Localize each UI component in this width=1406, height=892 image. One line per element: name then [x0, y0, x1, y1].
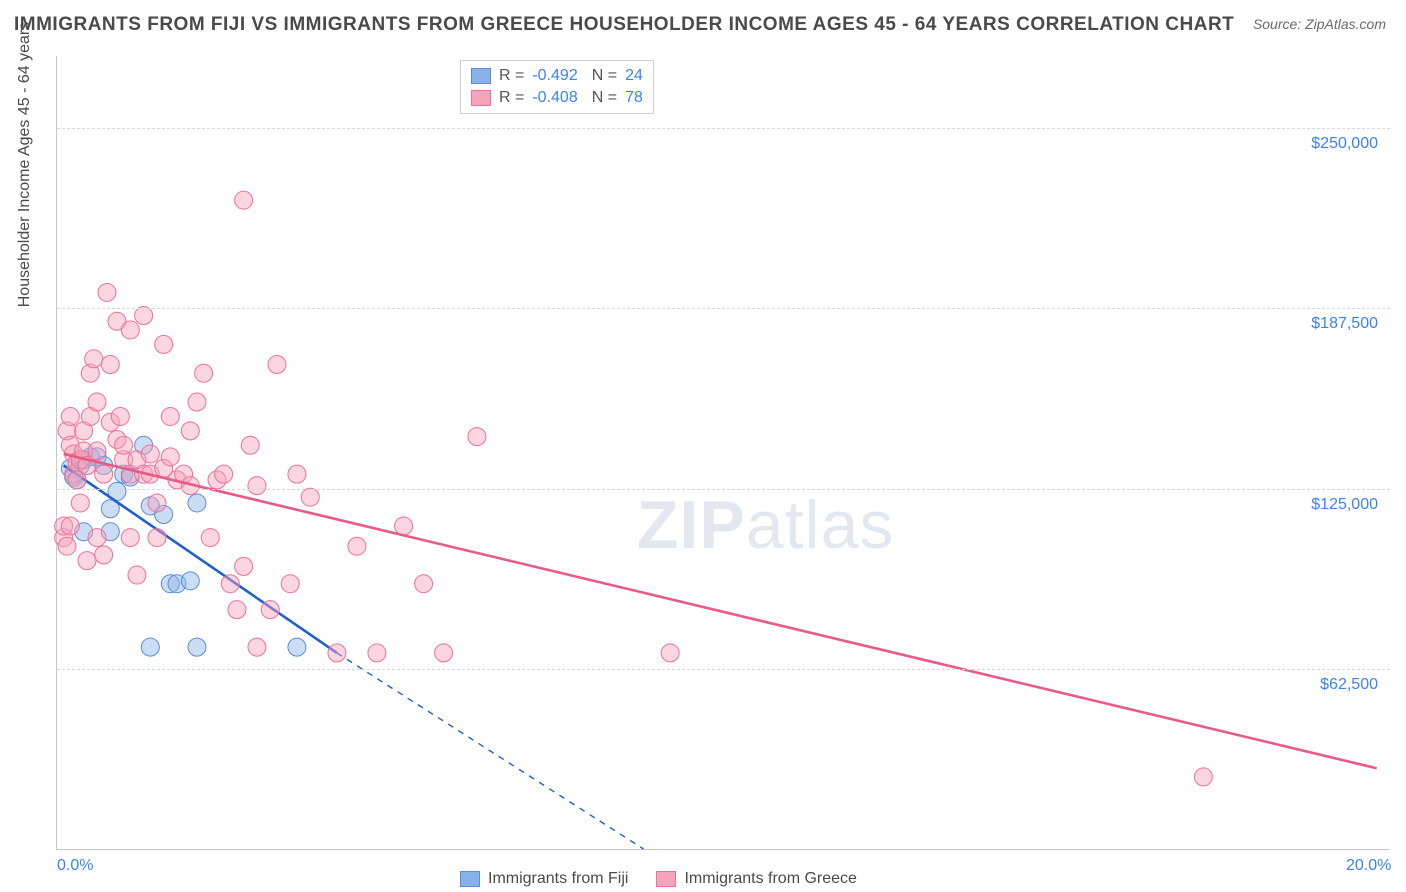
series-legend: Immigrants from Fiji Immigrants from Gre… — [460, 870, 857, 888]
swatch-fiji — [460, 871, 480, 887]
swatch-greece — [656, 871, 676, 887]
y-tick-label: $125,000 — [1311, 496, 1378, 514]
r-label: R = — [499, 89, 524, 107]
legend-row-fiji: R = -0.492 N = 24 — [471, 65, 643, 87]
r-label: R = — [499, 67, 524, 85]
correlation-legend: R = -0.492 N = 24 R = -0.408 N = 78 — [460, 60, 654, 114]
chart-plot-area: ZIPatlas $62,500$125,000$187,500$250,000… — [56, 56, 1390, 850]
n-value-greece: 78 — [625, 89, 643, 107]
n-label: N = — [592, 67, 617, 85]
r-value-fiji: -0.492 — [532, 67, 577, 85]
gridline — [57, 669, 1390, 670]
x-tick-label: 20.0% — [1346, 857, 1391, 875]
y-tick-label: $187,500 — [1311, 315, 1378, 333]
gridline — [57, 128, 1390, 129]
gridline — [57, 489, 1390, 490]
scatter-plot-svg — [57, 56, 1390, 849]
n-label: N = — [592, 89, 617, 107]
source-attribution: Source: ZipAtlas.com — [1253, 16, 1386, 32]
y-axis-label: Householder Income Ages 45 - 64 years — [16, 22, 34, 308]
y-tick-label: $250,000 — [1311, 135, 1378, 153]
legend-entry-fiji: Immigrants from Fiji — [460, 870, 628, 888]
r-value-greece: -0.408 — [532, 89, 577, 107]
swatch-greece — [471, 90, 491, 106]
x-tick-label: 0.0% — [57, 857, 93, 875]
n-value-fiji: 24 — [625, 67, 643, 85]
gridline — [57, 308, 1390, 309]
series-name-greece: Immigrants from Greece — [684, 870, 856, 888]
legend-entry-greece: Immigrants from Greece — [656, 870, 856, 888]
y-tick-label: $62,500 — [1320, 676, 1378, 694]
swatch-fiji — [471, 68, 491, 84]
chart-title: IMMIGRANTS FROM FIJI VS IMMIGRANTS FROM … — [14, 14, 1234, 36]
legend-row-greece: R = -0.408 N = 78 — [471, 87, 643, 109]
series-name-fiji: Immigrants from Fiji — [488, 870, 628, 888]
